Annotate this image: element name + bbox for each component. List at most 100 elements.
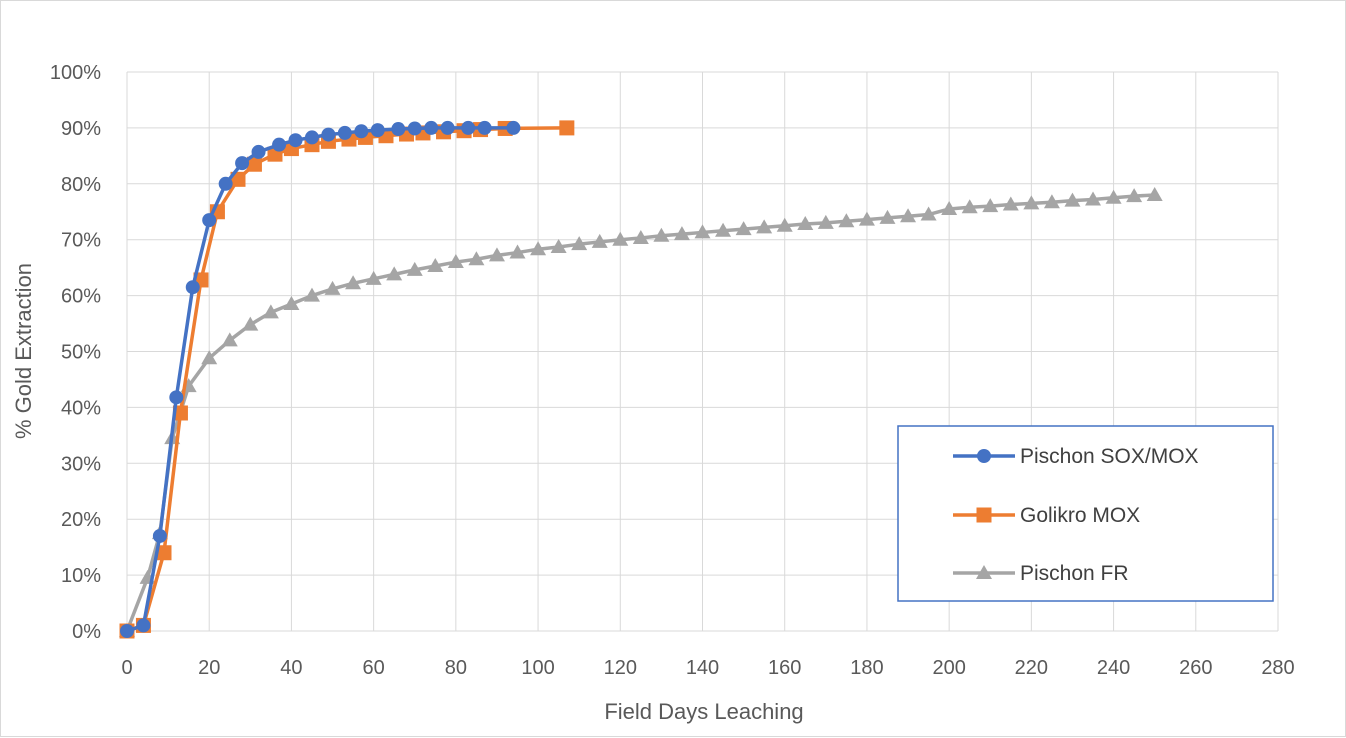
- pischon-sox-mox-point: [120, 624, 134, 638]
- x-tick-label: 200: [932, 657, 965, 679]
- legend-swatch-marker: [976, 507, 992, 523]
- pischon-sox-mox-point: [288, 133, 303, 148]
- pischon-fr-point: [776, 217, 793, 232]
- pischon-fr-point: [447, 254, 464, 269]
- golikro-mox-line: [126, 126, 567, 633]
- pischon-fr-point: [201, 350, 218, 365]
- pischon-sox-mox-point: [136, 618, 151, 633]
- pischon-fr-point: [386, 266, 403, 281]
- y-tick-label: 30%: [61, 453, 101, 475]
- pischon-fr-point: [283, 295, 300, 310]
- pischon-fr-point: [920, 206, 937, 221]
- pischon-fr-point: [1043, 194, 1060, 209]
- pischon-fr-point: [879, 209, 896, 224]
- pischon-fr-point: [571, 236, 588, 251]
- y-tick-label: 0%: [72, 621, 101, 643]
- pischon-fr-point: [838, 213, 855, 228]
- pischon-fr-point: [221, 332, 238, 347]
- y-tick-label: 40%: [61, 397, 101, 419]
- pischon-fr-line: [125, 193, 1155, 632]
- pischon-sox-mox-point: [304, 130, 319, 145]
- pischon-fr-point: [324, 280, 341, 295]
- golikro-mox-point: [559, 120, 575, 136]
- legend-swatch-marker: [976, 565, 992, 579]
- pischon-fr-point: [406, 261, 423, 276]
- pischon-sox-mox-point: [424, 120, 439, 135]
- pischon-fr-point: [365, 270, 382, 285]
- y-tick-label: 20%: [61, 509, 101, 531]
- golikro-mox-point: [156, 545, 172, 561]
- pischon-fr-point: [858, 211, 875, 226]
- pischon-sox-mox-point: [477, 120, 492, 135]
- series-1: [119, 120, 575, 639]
- legend-label: Golikro MOX: [1020, 504, 1140, 527]
- pischon-fr-point: [509, 244, 526, 259]
- pischon-sox-mox-point: [218, 176, 233, 191]
- pischon-fr-point: [900, 208, 917, 223]
- series-2: [119, 186, 1163, 637]
- pischon-fr-point: [345, 275, 362, 290]
- pischon-fr-point: [1146, 186, 1163, 201]
- pischon-fr-point: [961, 199, 978, 214]
- pischon-sox-mox-point: [152, 528, 167, 543]
- pischon-sox-mox-point: [251, 144, 266, 159]
- pischon-fr-point: [653, 227, 670, 242]
- series-0: [120, 120, 521, 638]
- x-tick-label: 120: [604, 657, 637, 679]
- pischon-fr-point: [632, 230, 649, 245]
- x-tick-label: 0: [121, 657, 132, 679]
- pischon-fr-point: [941, 200, 958, 215]
- tick-labels: 0% 10% 20% 30% 40% 50% 60% 70% 80% 90% 100% 0 20 40 60…: [50, 62, 1295, 679]
- pischon-sox-mox-point: [440, 120, 455, 135]
- pischon-fr-point: [735, 221, 752, 236]
- pischon-fr-point: [530, 241, 547, 256]
- pischon-sox-mox-point: [337, 125, 352, 140]
- pischon-fr-point: [488, 247, 505, 262]
- x-tick-label: 240: [1097, 657, 1130, 679]
- x-tick-label: 80: [445, 657, 467, 679]
- series-layer: [119, 120, 1163, 639]
- x-tick-label: 160: [768, 657, 801, 679]
- pischon-sox-mox-point: [185, 280, 200, 295]
- y-tick-label: 80%: [61, 174, 101, 196]
- x-axis-title: Field Days Leaching: [604, 699, 803, 724]
- pischon-fr-point: [427, 257, 444, 272]
- pischon-fr-point: [468, 251, 485, 266]
- legend-item-1: Golikro MOX: [953, 504, 1140, 527]
- y-tick-label: 100%: [50, 62, 101, 84]
- golikro-mox-point: [172, 405, 188, 421]
- x-tick-label: 140: [686, 657, 719, 679]
- pischon-fr-point: [550, 238, 567, 253]
- y-tick-label: 70%: [61, 230, 101, 252]
- pischon-sox-mox-point: [354, 124, 369, 139]
- pischon-sox-mox-point: [321, 127, 336, 142]
- pischon-sox-mox-point: [235, 156, 250, 171]
- legend-item-2: Pischon FR: [953, 562, 1129, 585]
- pischon-fr-point: [1085, 191, 1102, 206]
- x-tick-label: 280: [1261, 657, 1294, 679]
- pischon-fr-point: [262, 304, 279, 319]
- pischon-fr-point: [1105, 189, 1122, 204]
- y-tick-label: 10%: [61, 565, 101, 587]
- pischon-fr-point: [817, 214, 834, 229]
- pischon-fr-point: [694, 224, 711, 239]
- x-tick-label: 220: [1015, 657, 1048, 679]
- x-tick-label: 260: [1179, 657, 1212, 679]
- pischon-fr-point: [756, 219, 773, 234]
- x-tick-label: 20: [198, 657, 220, 679]
- legend-swatch-marker: [977, 449, 991, 463]
- x-tick-label: 40: [280, 657, 302, 679]
- golikro-mox-point: [246, 156, 262, 172]
- legend: Pischon SOX/MOX Golikro MOX Pischon FR: [897, 425, 1274, 602]
- pischon-fr-point: [1023, 195, 1040, 210]
- pischon-sox-mox-point: [370, 123, 385, 138]
- pischon-fr-point: [242, 316, 259, 331]
- pischon-fr-point: [1064, 192, 1081, 207]
- pischon-sox-mox-point: [202, 213, 217, 228]
- y-tick-label: 50%: [61, 342, 101, 364]
- x-tick-label: 180: [850, 657, 883, 679]
- pischon-fr-point: [1002, 196, 1019, 211]
- pischon-fr-point: [612, 231, 629, 246]
- x-tick-label: 100: [521, 657, 554, 679]
